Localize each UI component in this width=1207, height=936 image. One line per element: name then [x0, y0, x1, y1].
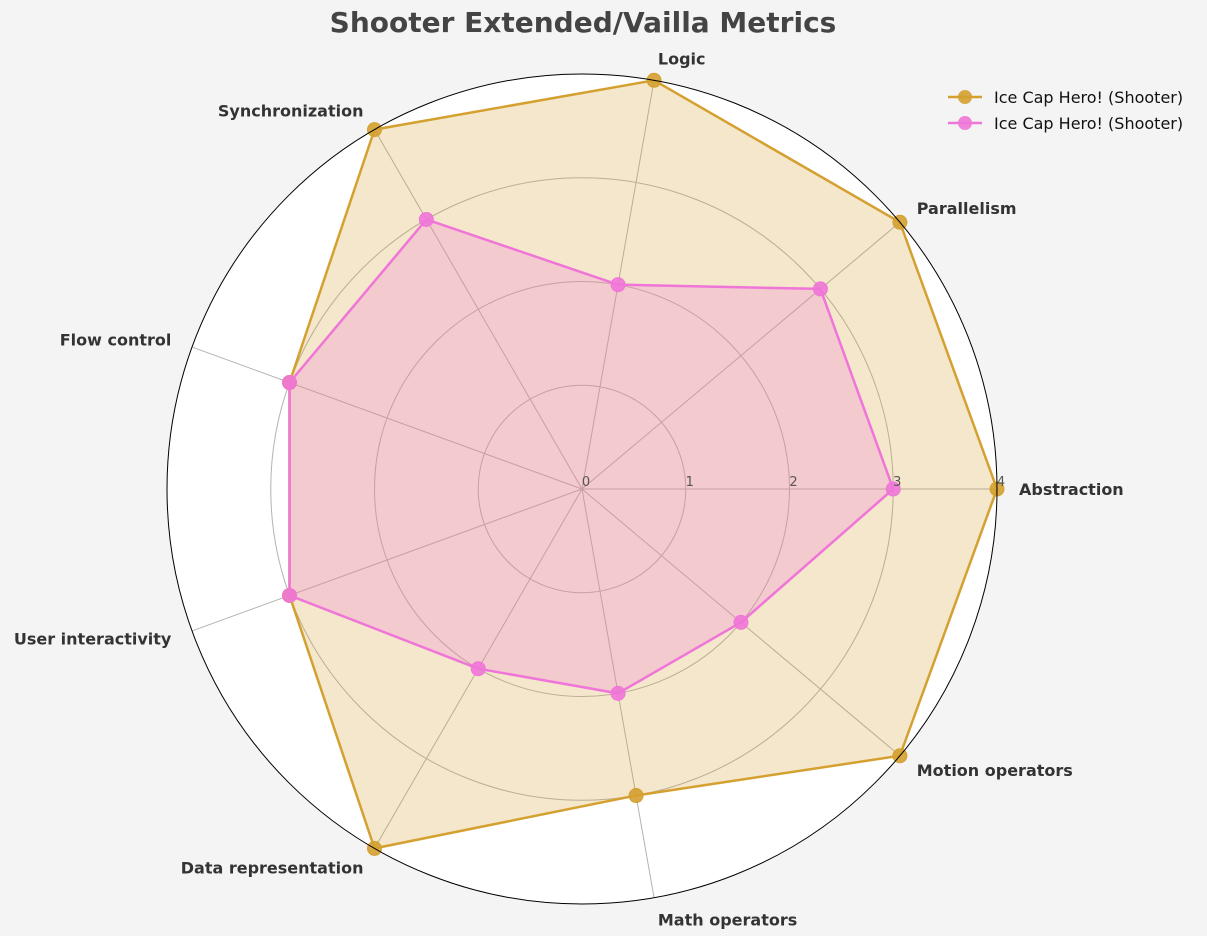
series-1-point [885, 481, 901, 497]
category-label: Motion operators [917, 761, 1073, 780]
series-1-point [418, 211, 434, 227]
radial-tick-label: 1 [686, 475, 694, 490]
legend-marker [958, 90, 972, 104]
legend-label: Ice Cap Hero! (Shooter) [994, 114, 1183, 133]
series-1-point [282, 375, 298, 391]
category-label: Data representation [181, 858, 364, 877]
legend: Ice Cap Hero! (Shooter) Ice Cap Hero! (Sh… [948, 88, 1183, 133]
category-label: Math operators [658, 910, 797, 929]
series-0-area [289, 80, 998, 849]
series-1-point [610, 685, 626, 701]
radial-tick-label: 0 [582, 475, 590, 490]
series-1-point [470, 661, 486, 677]
series-0-point [628, 788, 644, 804]
grid-spoke [374, 129, 583, 490]
category-label: Abstraction [1019, 480, 1124, 499]
series-1-point [610, 277, 626, 293]
series-1-point [812, 281, 828, 297]
category-label: Parallelism [917, 199, 1017, 218]
legend-marker [958, 116, 972, 130]
radial-tick-label: 2 [789, 475, 797, 490]
series-1-point [282, 587, 298, 603]
grid-spoke [581, 221, 901, 490]
radial-tick-label: 3 [893, 475, 901, 490]
grid-spoke [191, 346, 583, 490]
chart-title: Shooter Extended/Vailla Metrics [330, 6, 837, 39]
series-1-point [733, 614, 749, 630]
polar-frame [166, 73, 998, 905]
series-1-area [289, 219, 894, 694]
radial-tick-label: 4 [997, 475, 1005, 490]
plot-area: 0 1 2 3 4 Abstraction Parallelism Logic Synchron… [14, 50, 1124, 930]
legend-label: Ice Cap Hero! (Shooter) [994, 88, 1183, 107]
category-label: Synchronization [218, 102, 364, 121]
series-1-line [288, 218, 895, 695]
category-label: User interactivity [14, 629, 172, 648]
category-label: Logic [658, 50, 706, 69]
category-label: Flow control [60, 331, 172, 350]
grid-spoke [191, 488, 583, 632]
